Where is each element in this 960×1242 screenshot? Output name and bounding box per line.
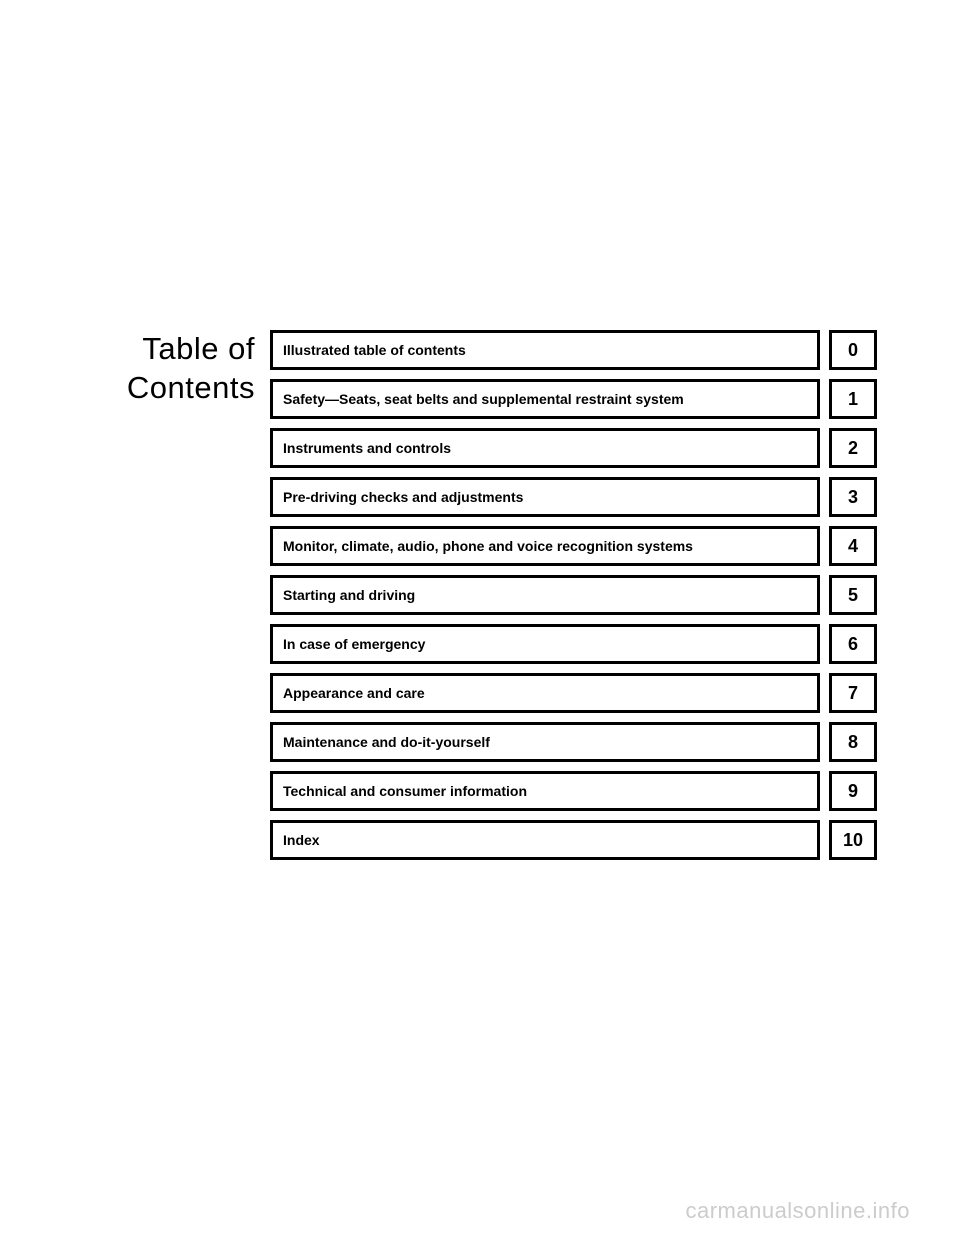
toc-label: Pre-driving checks and adjustments — [270, 477, 820, 517]
toc-number: 4 — [829, 526, 877, 566]
toc-label: Illustrated table of contents — [270, 330, 820, 370]
toc-row: Monitor, climate, audio, phone and voice… — [270, 526, 877, 566]
toc-label: Safety—Seats, seat belts and supplementa… — [270, 379, 820, 419]
title-line-1: Table of — [142, 331, 255, 366]
content-wrapper: Table of Contents Illustrated table of c… — [90, 330, 877, 860]
toc-column: Illustrated table of contents 0 Safety—S… — [270, 330, 877, 860]
page-title: Table of Contents — [90, 330, 255, 860]
toc-label: Technical and consumer information — [270, 771, 820, 811]
toc-label: Instruments and controls — [270, 428, 820, 468]
toc-row: Safety—Seats, seat belts and supplementa… — [270, 379, 877, 419]
toc-number: 1 — [829, 379, 877, 419]
toc-number: 9 — [829, 771, 877, 811]
toc-number: 0 — [829, 330, 877, 370]
toc-row: Technical and consumer information 9 — [270, 771, 877, 811]
toc-number: 7 — [829, 673, 877, 713]
toc-label: Maintenance and do-it-yourself — [270, 722, 820, 762]
toc-label: Starting and driving — [270, 575, 820, 615]
toc-number: 5 — [829, 575, 877, 615]
toc-number: 3 — [829, 477, 877, 517]
toc-number: 10 — [829, 820, 877, 860]
toc-number: 6 — [829, 624, 877, 664]
toc-label: Monitor, climate, audio, phone and voice… — [270, 526, 820, 566]
toc-label: Appearance and care — [270, 673, 820, 713]
toc-label: In case of emergency — [270, 624, 820, 664]
toc-label: Index — [270, 820, 820, 860]
watermark-text: carmanualsonline.info — [685, 1198, 910, 1224]
toc-number: 2 — [829, 428, 877, 468]
toc-row: Index 10 — [270, 820, 877, 860]
title-line-2: Contents — [127, 370, 255, 405]
toc-row: Starting and driving 5 — [270, 575, 877, 615]
toc-row: Illustrated table of contents 0 — [270, 330, 877, 370]
toc-row: In case of emergency 6 — [270, 624, 877, 664]
toc-row: Maintenance and do-it-yourself 8 — [270, 722, 877, 762]
toc-row: Instruments and controls 2 — [270, 428, 877, 468]
toc-row: Pre-driving checks and adjustments 3 — [270, 477, 877, 517]
toc-number: 8 — [829, 722, 877, 762]
toc-row: Appearance and care 7 — [270, 673, 877, 713]
